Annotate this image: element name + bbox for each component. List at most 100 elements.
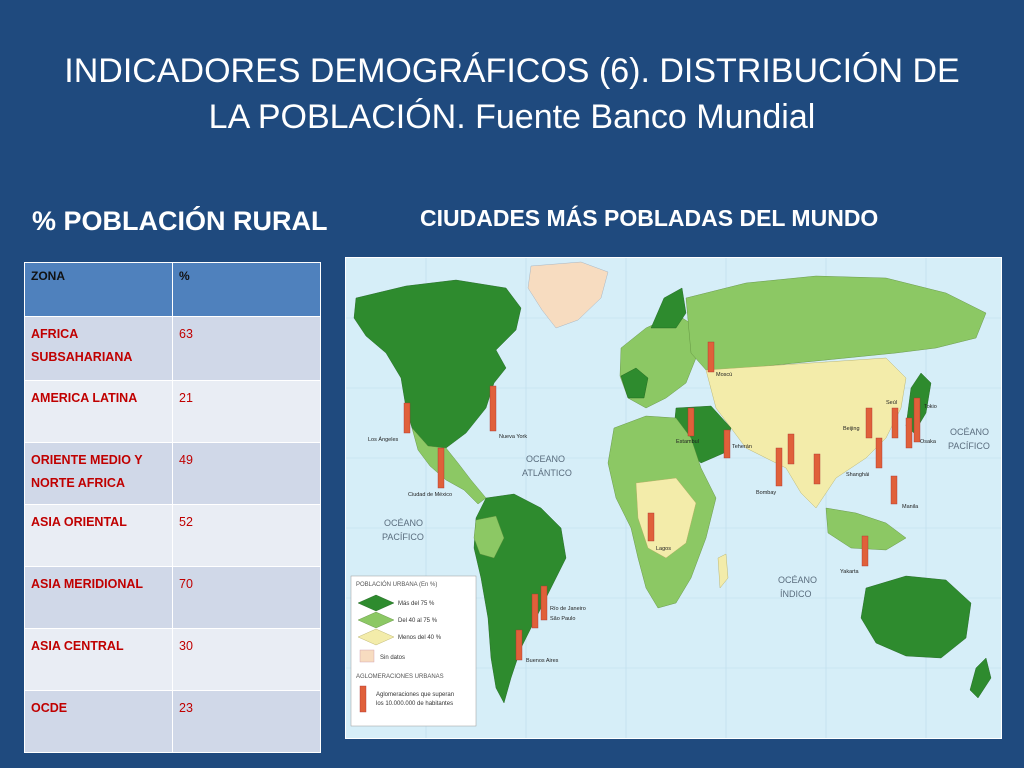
city-label: Beijing (843, 426, 860, 432)
zone-cell: AFRICA SUBSAHARIANA (24, 316, 173, 381)
indian-ocean-label: ÍNDICO (780, 589, 812, 599)
table-row: OCDE 23 (24, 690, 321, 753)
city-label: Los Ángeles (368, 436, 399, 443)
city-bar-dhaka (813, 453, 821, 485)
pacific-ocean-west-label: OCÉANO (384, 518, 423, 528)
city-bar-manila (890, 475, 898, 505)
asia-low-shape (705, 357, 907, 509)
legend-swatch-low (357, 628, 395, 646)
zone-cell: ASIA ORIENTAL (24, 504, 173, 567)
percent-cell: 70 (172, 566, 321, 629)
legend-swatch-mid (357, 611, 395, 629)
legend-agglo-title: AGLOMERACIONES URBANAS (356, 674, 444, 680)
city-bar-osaka (905, 417, 913, 449)
city-label: Yakarta (840, 569, 859, 575)
legend-label-agglo: Aglomeraciones que superan (376, 692, 454, 698)
scandinavia-shape (650, 287, 687, 329)
city-label: Osaka (920, 439, 937, 445)
city-label: Estambul (676, 439, 699, 445)
central-america-shape (411, 427, 487, 505)
city-bar-los-angeles (403, 402, 411, 434)
city-bar-shanghai (875, 437, 883, 469)
column-header-zone: ZONA (24, 262, 173, 317)
column-header-percent: % (172, 262, 321, 317)
percent-cell: 23 (172, 690, 321, 753)
city-bar-nueva-york (489, 385, 497, 432)
zone-cell: OCDE (24, 690, 173, 753)
city-label: Manila (902, 504, 919, 510)
city-bar-teheran (723, 429, 731, 459)
legend-label-nodata: Sin datos (380, 655, 405, 661)
table-row: ASIA ORIENTAL 52 (24, 504, 321, 567)
city-bar-delhi (787, 433, 795, 465)
city-label: Lagos (656, 546, 671, 552)
city-bar-yakarta (861, 535, 869, 567)
city-label: Teherán (732, 444, 752, 450)
city-bar-bombay (775, 447, 783, 487)
table-row: ORIENTE MEDIO Y NORTE AFRICA 49 (24, 442, 321, 505)
legend-title: POBLACIÓN URBANA (En %) (356, 581, 437, 588)
city-bar-lagos (647, 512, 655, 542)
city-bar-beijing (865, 407, 873, 439)
table-row: ASIA CENTRAL 30 (24, 628, 321, 691)
pacific-ocean-east-label: OCÉANO (950, 427, 989, 437)
zone-cell: AMERICA LATINA (24, 380, 173, 443)
city-bar-sao-paulo (531, 593, 539, 629)
city-bar-rio (540, 585, 548, 621)
city-label: Shanghái (846, 472, 869, 478)
slide-title: INDICADORES DEMOGRÁFICOS (6). DISTRIBUCI… (64, 52, 960, 136)
pacific-ocean-east-label: PACÍFICO (948, 441, 990, 451)
city-bar-seul (891, 407, 899, 439)
south-america-mid-shape (473, 515, 505, 559)
table-row: ASIA MERIDIONAL 70 (24, 566, 321, 629)
city-bar-mexico (437, 447, 445, 489)
zone-cell: ASIA MERIDIONAL (24, 566, 173, 629)
city-label: Tokio (924, 404, 937, 410)
city-bar-estambul (687, 407, 695, 437)
rural-population-heading: % POBLACIÓN RURAL (32, 206, 328, 236)
legend-swatch-nodata (359, 649, 375, 663)
legend-label-low: Menos del 40 % (398, 635, 442, 641)
madagascar-shape (717, 553, 729, 589)
indian-ocean-label: OCÉANO (778, 575, 817, 585)
southeast-asia-shape (825, 507, 907, 551)
city-bar-moscu (707, 341, 715, 373)
city-label: Buenos Aires (526, 658, 559, 664)
legend-swatch-high (357, 594, 395, 612)
city-label: Río de Janeiro (550, 606, 586, 612)
map-legend: POBLACIÓN URBANA (En %) Más del 75 % Del… (350, 575, 477, 727)
table-row: AMERICA LATINA 21 (24, 380, 321, 443)
city-label: São Paulo (550, 616, 575, 622)
pacific-ocean-west-label: PACÍFICO (382, 532, 424, 542)
city-label: Bombay (756, 490, 776, 496)
north-america-shape (353, 279, 522, 449)
percent-cell: 21 (172, 380, 321, 443)
city-bar-tokio (913, 397, 921, 443)
legend-label-mid: Del 40 al 75 % (398, 618, 438, 624)
city-label: Seúl (886, 400, 897, 406)
australia-shape (860, 575, 972, 659)
city-bar-buenos-aires (515, 629, 523, 661)
table-row: AFRICA SUBSAHARIANA 63 (24, 316, 321, 381)
zone-cell: ASIA CENTRAL (24, 628, 173, 691)
percent-cell: 49 (172, 442, 321, 505)
western-europe-shape (620, 367, 649, 399)
legend-label-high: Más del 75 % (398, 601, 435, 607)
legend-swatch-agglo (359, 685, 367, 713)
new-zealand-shape (969, 657, 992, 699)
city-label: Ciudad de México (408, 492, 452, 498)
world-map-svg: Los Ángeles Nueva York Ciudad de México … (346, 258, 1001, 738)
atlantic-ocean-label: ATLÁNTICO (522, 468, 572, 478)
percent-cell: 30 (172, 628, 321, 691)
greenland-shape (527, 261, 609, 329)
city-label: Moscú (716, 372, 732, 378)
table-header-row: ZONA % (24, 262, 321, 317)
percent-cell: 52 (172, 504, 321, 567)
zone-cell: ORIENTE MEDIO Y NORTE AFRICA (24, 442, 173, 505)
rural-population-table: ZONA % AFRICA SUBSAHARIANA 63 AMERICA LA… (24, 262, 321, 753)
largest-cities-heading: CIUDADES MÁS POBLADAS DEL MUNDO (420, 205, 879, 231)
percent-cell: 63 (172, 316, 321, 381)
city-label: Nueva York (499, 434, 527, 440)
world-map: Los Ángeles Nueva York Ciudad de México … (345, 257, 1002, 739)
atlantic-ocean-label: OCEANO (526, 454, 565, 464)
